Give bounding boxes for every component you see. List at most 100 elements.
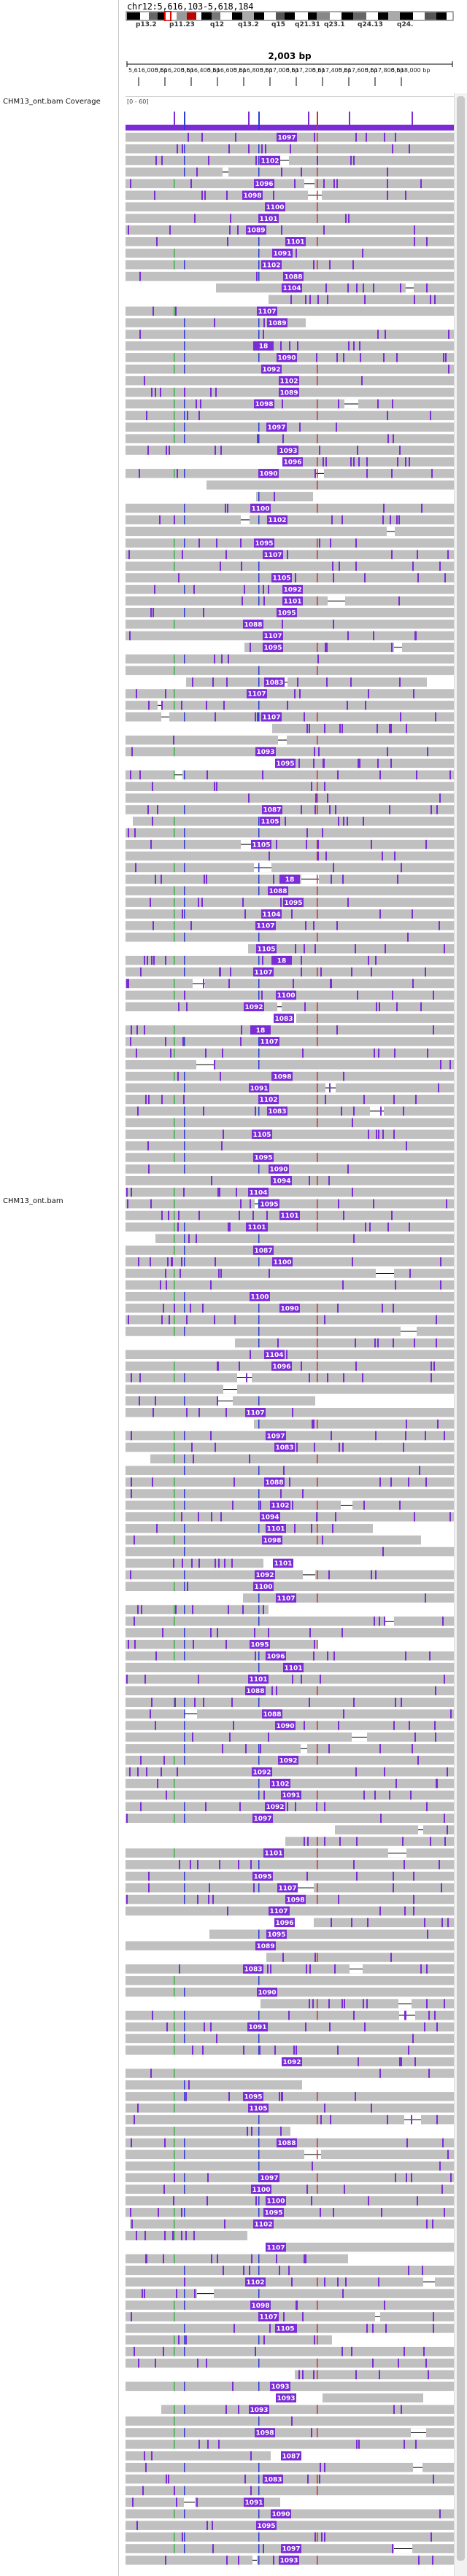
insertion-tick [352, 1118, 353, 1127]
insertion-tick [399, 1501, 401, 1510]
insertion-tick [228, 144, 230, 154]
insertion-label: 1101 [274, 1560, 292, 1568]
scrollbar-thumb[interactable] [457, 96, 465, 2561]
insertion-tick [428, 2069, 430, 2078]
insertion-tick [323, 179, 325, 189]
insertion-tick [371, 2104, 372, 2113]
insertion-tick [196, 399, 197, 409]
insertion-tick [150, 2069, 152, 2078]
insertion-tick [126, 1674, 128, 1684]
insertion-label: 1100 [273, 1259, 291, 1266]
insertion-tick [296, 249, 297, 258]
insertion-tick [324, 2104, 325, 2113]
insertion-tick [277, 1338, 279, 1348]
insertion-tick [306, 1872, 308, 1881]
read [130, 2219, 454, 2229]
insertion-tick [144, 955, 145, 965]
insertion-label: 1101 [249, 1676, 267, 1684]
insertion-tick [376, 1002, 377, 1011]
mismatch [174, 1361, 175, 1371]
insertion-tick [185, 2335, 187, 2345]
insertion-tick [353, 1697, 355, 1707]
insertion-tick [146, 2254, 147, 2264]
mismatch [174, 260, 175, 270]
insertion-tick [302, 2312, 304, 2322]
mismatch [317, 1837, 318, 1846]
mismatch [258, 353, 260, 362]
insertion-tick [447, 1767, 448, 1777]
insertion-tick [259, 2045, 260, 2055]
insertion-tick [139, 1373, 141, 1382]
insertion-tick [200, 399, 201, 409]
insertion-tick [398, 596, 400, 606]
mismatch [174, 2022, 175, 2032]
insertion-tick [371, 1570, 372, 1580]
insertion-tick [339, 561, 340, 571]
insertion-tick [292, 1408, 293, 1417]
locus-label: chr12:5,616,103-5,618,184 [127, 1, 254, 12]
insertion-label: 1098 [286, 1896, 304, 1904]
insertion-tick [400, 712, 401, 722]
coverage-track-name[interactable]: CHM13_ont.bam Coverage [3, 98, 101, 106]
mismatch [174, 898, 175, 907]
insertion-tick [313, 1419, 314, 1429]
mismatch [317, 480, 318, 490]
insertion-tick [129, 1767, 131, 1777]
mismatch [258, 1164, 260, 1174]
insertion-box [249, 2405, 269, 2414]
insertion-box [281, 1790, 301, 1800]
insertion-tick [378, 2277, 379, 2287]
mismatch [317, 434, 318, 443]
insertion-tick [426, 237, 428, 246]
insertion-tick [228, 2092, 230, 2101]
insertion-label: 1101 [284, 1665, 302, 1672]
insertion-tick [198, 898, 199, 907]
alignment-track-name[interactable]: CHM13_ont.bam [3, 1197, 63, 1205]
insertion-tick [139, 1396, 140, 1406]
mismatch [174, 2509, 175, 2518]
insertion-tick [285, 817, 286, 826]
mismatch [184, 1303, 185, 1313]
mismatch [317, 2324, 318, 2333]
insertion-tick [322, 828, 323, 838]
mismatch [174, 469, 175, 478]
insertion-label: 1107 [263, 552, 282, 559]
insertion-tick [219, 967, 220, 977]
insertion-tick [166, 2474, 167, 2484]
ruler-tick-label: 5,617,600 bp [339, 67, 378, 74]
mismatch [174, 410, 175, 421]
insertion-tick [131, 1373, 132, 1382]
coverage-track[interactable]: [0 - 60] [126, 96, 454, 133]
insertion-tick [406, 1419, 407, 1429]
insertion-tick [332, 561, 333, 571]
mismatch [317, 237, 318, 246]
insertion-tick [128, 828, 129, 838]
ideogram-band [149, 12, 158, 20]
alignment-track[interactable]: 1097110210961098110011011089110110911102… [126, 132, 454, 2576]
read [126, 735, 454, 745]
insertion-tick [139, 271, 141, 281]
panel-divider[interactable] [119, 0, 126, 2576]
mismatch [184, 1570, 185, 1580]
mismatch [258, 1501, 260, 1510]
read [126, 2486, 454, 2496]
insertion-tick [172, 2230, 174, 2241]
chromosome-ideogram[interactable] [126, 11, 454, 21]
mismatch [317, 2184, 318, 2194]
insertion-tick [214, 654, 215, 664]
insertion-tick [377, 758, 379, 768]
read [126, 1872, 454, 1881]
insertion-label: 1098 [243, 192, 261, 200]
insertion-tick [336, 179, 338, 189]
ruler[interactable] [126, 61, 454, 93]
mismatch [174, 1616, 175, 1626]
insertion-tick [444, 573, 446, 583]
insertion-tick [401, 2057, 402, 2066]
mismatch [184, 318, 185, 327]
mismatch [174, 249, 175, 258]
insertion-tick [203, 978, 204, 989]
insertion-tick [377, 723, 378, 734]
vertical-scrollbar[interactable] [454, 93, 467, 2576]
insertion-label: 1088 [263, 1711, 281, 1719]
insertion-box [248, 1187, 269, 1197]
